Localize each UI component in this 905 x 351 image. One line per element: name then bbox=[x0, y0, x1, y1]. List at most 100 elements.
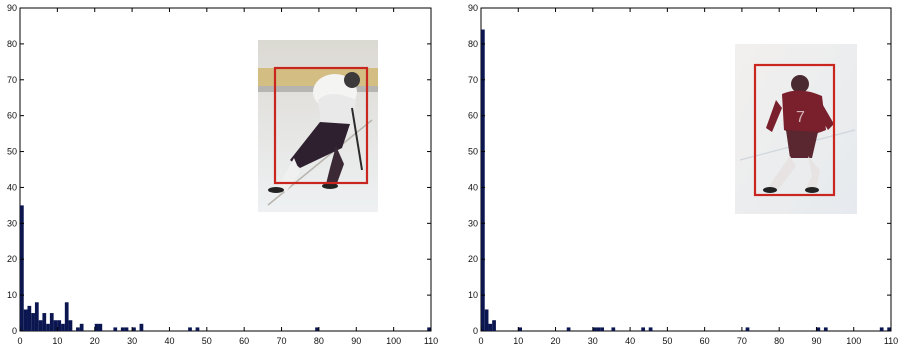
left-x-tick-label: 110 bbox=[424, 336, 438, 346]
left-y-tick-label: 20 bbox=[7, 254, 17, 264]
right-x-axis: 0 10 20 30 40 50 60 70 80 90 100 110 bbox=[478, 8, 898, 346]
right-x-tick-label: 40 bbox=[625, 336, 635, 346]
right-histogram-bar bbox=[641, 327, 645, 331]
left-histogram-bar bbox=[427, 327, 431, 331]
left-y-tick-label: 40 bbox=[7, 182, 17, 192]
left-x-tick-label: 20 bbox=[90, 336, 100, 346]
left-histogram-bar bbox=[94, 323, 99, 331]
left-x-tick-label: 100 bbox=[386, 336, 401, 346]
left-histogram-bar bbox=[132, 327, 136, 331]
left-y-tick-label: 70 bbox=[7, 75, 17, 85]
left-x-tick-label: 70 bbox=[277, 336, 287, 346]
left-histogram-bar bbox=[46, 323, 50, 331]
right-y-tick-label: 80 bbox=[468, 39, 478, 49]
right-y-tick-label: 40 bbox=[468, 182, 478, 192]
left-histogram-bar bbox=[27, 305, 32, 331]
left-panel: 0 10 20 30 40 50 60 70 80 90 0 10 20 30 40 50 60 70 80 90 1… bbox=[7, 3, 438, 346]
right-y-tick-label: 60 bbox=[468, 111, 478, 121]
left-histogram-bar bbox=[31, 313, 35, 331]
right-x-tick-label: 20 bbox=[551, 336, 561, 346]
left-histogram-bar bbox=[23, 309, 28, 331]
right-x-tick-label: 100 bbox=[846, 336, 861, 346]
right-histogram-bar bbox=[488, 323, 493, 331]
right-x-tick-label: 0 bbox=[478, 336, 483, 346]
left-histogram-bar bbox=[113, 327, 118, 331]
right-histogram-bar bbox=[816, 327, 821, 331]
right-histogram-bar bbox=[600, 327, 604, 331]
left-histogram-bar bbox=[79, 323, 84, 331]
left-x-axis: 0 10 20 30 40 50 60 70 80 90 100 110 bbox=[17, 8, 438, 346]
left-x-tick-label: 80 bbox=[314, 336, 324, 346]
right-x-tick-label: 70 bbox=[737, 336, 747, 346]
right-y-tick-label: 70 bbox=[468, 75, 478, 85]
left-x-tick-label: 90 bbox=[351, 336, 361, 346]
svg-text:7: 7 bbox=[796, 109, 805, 126]
left-y-tick-label: 10 bbox=[7, 290, 17, 300]
left-inset-bounding-box bbox=[273, 66, 369, 185]
left-histogram-bar bbox=[34, 302, 39, 331]
left-histogram-bar bbox=[124, 327, 129, 331]
left-bars bbox=[20, 205, 431, 331]
left-y-tick-label: 50 bbox=[7, 147, 17, 157]
left-histogram-bar bbox=[49, 313, 54, 331]
right-histogram-bar bbox=[648, 327, 653, 331]
right-y-tick-label: 20 bbox=[468, 254, 478, 264]
left-histogram-bar bbox=[20, 205, 24, 331]
right-x-tick-label: 30 bbox=[588, 336, 598, 346]
left-histogram-bar bbox=[195, 327, 200, 331]
right-histogram-bar bbox=[566, 327, 571, 331]
left-histogram-bar bbox=[53, 320, 58, 331]
right-y-tick-label: 30 bbox=[468, 218, 478, 228]
left-histogram-bar bbox=[98, 323, 103, 331]
left-y-tick-label: 0 bbox=[12, 326, 17, 336]
right-histogram-bar bbox=[887, 327, 891, 331]
right-inset-player-image: 7 bbox=[735, 44, 857, 214]
right-histogram-bar bbox=[823, 327, 828, 331]
left-histogram-bar bbox=[120, 327, 125, 331]
right-inset-bounding-box bbox=[753, 63, 836, 197]
left-histogram-bar bbox=[68, 320, 73, 331]
right-panel: 0 10 20 30 40 50 60 70 80 90 0 10 20 30 40 50 60 70 80 90 1… bbox=[468, 3, 898, 346]
right-histogram-bar bbox=[484, 309, 489, 331]
left-histogram-bar bbox=[57, 320, 62, 331]
left-histogram-bar bbox=[42, 313, 47, 331]
right-y-tick-label: 90 bbox=[468, 3, 478, 13]
left-histogram-bar bbox=[64, 302, 69, 331]
left-x-tick-label: 40 bbox=[164, 336, 174, 346]
left-histogram-bar bbox=[139, 323, 144, 331]
right-x-tick-label: 110 bbox=[884, 336, 898, 346]
left-x-tick-label: 30 bbox=[127, 336, 137, 346]
right-histogram-bar bbox=[481, 29, 485, 332]
right-histogram-bar bbox=[518, 327, 522, 331]
left-x-tick-label: 10 bbox=[52, 336, 62, 346]
left-y-tick-label: 60 bbox=[7, 111, 17, 121]
left-y-tick-label: 80 bbox=[7, 39, 17, 49]
right-x-tick-label: 50 bbox=[662, 336, 672, 346]
right-x-tick-label: 10 bbox=[513, 336, 523, 346]
left-histogram-bar bbox=[188, 327, 192, 331]
left-y-tick-label: 90 bbox=[7, 3, 17, 13]
right-y-axis: 0 10 20 30 40 50 60 70 80 90 bbox=[468, 3, 891, 336]
right-bars bbox=[481, 29, 891, 332]
left-histogram-bar bbox=[315, 327, 319, 331]
left-inset-player-image bbox=[258, 40, 378, 212]
right-histogram-bar bbox=[611, 327, 616, 331]
left-histogram-bar bbox=[61, 323, 65, 331]
right-y-tick-label: 10 bbox=[468, 290, 478, 300]
right-y-tick-label: 50 bbox=[468, 147, 478, 157]
right-histogram-bar bbox=[596, 327, 601, 331]
left-x-tick-label: 60 bbox=[239, 336, 249, 346]
right-y-tick-label: 0 bbox=[473, 326, 478, 336]
right-x-tick-label: 90 bbox=[811, 336, 821, 346]
left-y-tick-label: 30 bbox=[7, 218, 17, 228]
right-histogram-bar bbox=[492, 320, 496, 331]
right-x-tick-label: 80 bbox=[774, 336, 784, 346]
right-x-tick-label: 60 bbox=[700, 336, 710, 346]
left-x-tick-label: 50 bbox=[202, 336, 212, 346]
left-x-tick-label: 0 bbox=[17, 336, 22, 346]
right-histogram-bar bbox=[879, 327, 884, 331]
left-histogram-bar bbox=[76, 327, 80, 331]
left-y-axis: 0 10 20 30 40 50 60 70 80 90 bbox=[7, 3, 431, 336]
right-histogram-bar bbox=[592, 327, 597, 331]
